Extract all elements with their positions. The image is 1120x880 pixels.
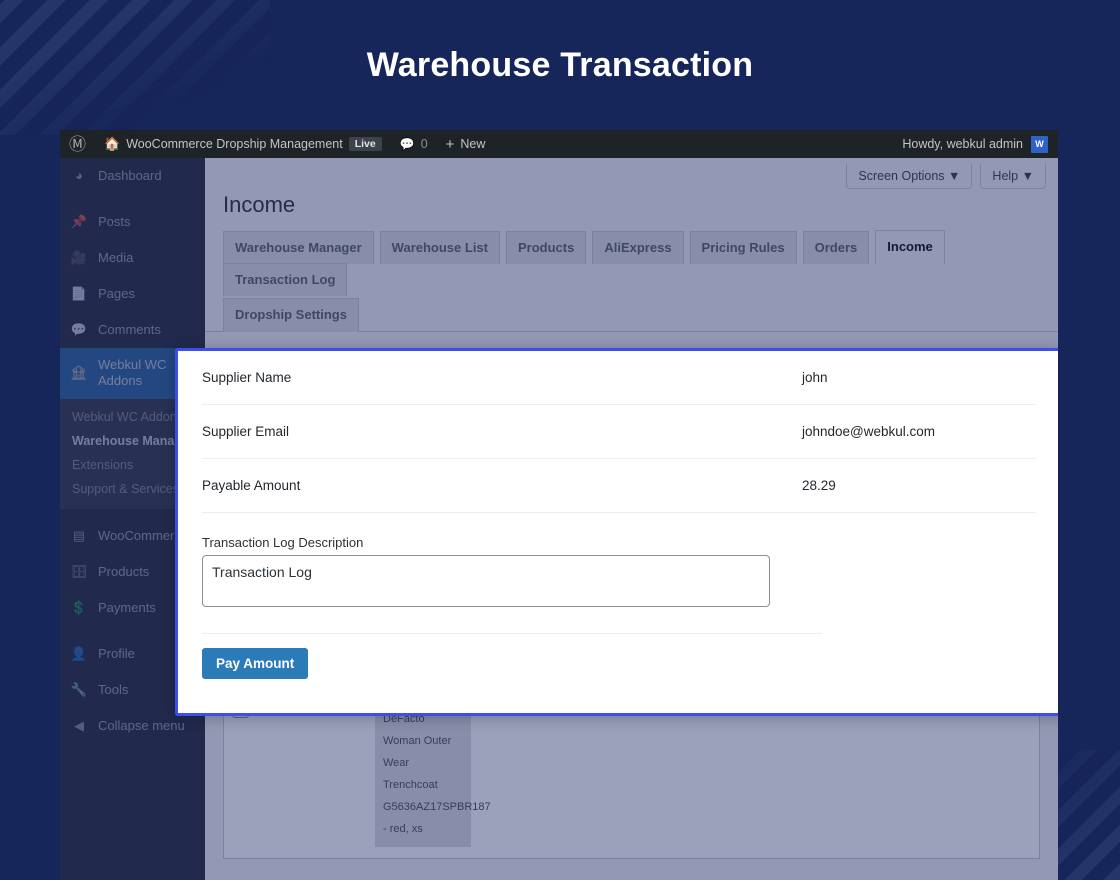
- sidebar-item-label: Profile: [98, 646, 135, 662]
- site-name-label: WooCommerce Dropship Management: [126, 137, 343, 151]
- tab-orders[interactable]: Orders: [802, 231, 870, 265]
- transaction-log-field-group: Transaction Log Description: [202, 513, 1036, 612]
- sidebar-item-comments[interactable]: 💬 Comments: [60, 312, 205, 348]
- sidebar-item-label: Products: [98, 564, 150, 580]
- account-area[interactable]: Howdy, webkul admin W: [902, 135, 1058, 153]
- pin-icon: 📌: [70, 213, 88, 229]
- media-icon: 🎥: [70, 249, 88, 265]
- tab-income[interactable]: Income: [875, 230, 945, 265]
- sidebar-item-label: Comments: [98, 321, 161, 337]
- new-content-button[interactable]: + New: [437, 130, 495, 158]
- payable-amount-value: 28.29: [802, 478, 836, 493]
- new-label: New: [460, 137, 486, 151]
- tab-products[interactable]: Products: [506, 231, 587, 265]
- modal-row-payable-amount: Payable Amount 28.29: [202, 459, 1036, 513]
- supplier-email-label: Supplier Email: [202, 424, 290, 439]
- sidebar-item-label: Dashboard: [98, 167, 162, 183]
- transaction-modal: Supplier Name john Supplier Email johndo…: [175, 348, 1058, 716]
- plus-icon: +: [445, 135, 455, 153]
- screen-options-label: Screen Options: [858, 169, 945, 183]
- sidebar-item-label: Tools: [98, 682, 129, 698]
- comment-icon: 💬: [70, 321, 88, 337]
- chevron-down-icon: ▼: [1021, 169, 1034, 183]
- wp-admin-bar: Ⓜ 🏠 WooCommerce Dropship Management Live…: [60, 130, 1058, 158]
- webkul-icon: 🏦: [70, 365, 88, 381]
- screen-meta-links: Screen Options ▼ Help ▼: [205, 158, 1058, 189]
- pages-icon: 📄: [70, 285, 88, 301]
- live-badge: Live: [348, 137, 382, 151]
- site-name-button[interactable]: 🏠 WooCommerce Dropship Management Live: [95, 130, 391, 158]
- modal-footer: Pay Amount: [202, 633, 822, 679]
- user-icon: 👤: [70, 646, 88, 662]
- home-icon: 🏠: [104, 136, 121, 151]
- sidebar-subitem-support-services[interactable]: Support & Services: [72, 481, 179, 496]
- sidebar-item-products[interactable]: 🗄 Products: [60, 555, 205, 591]
- tab-pricing-rules[interactable]: Pricing Rules: [689, 231, 797, 265]
- modal-row-supplier-email: Supplier Email johndoe@webkul.com: [202, 405, 1036, 459]
- sidebar-item-label: Webkul WC Addons: [98, 357, 167, 389]
- supplier-email-value: johndoe@webkul.com: [802, 424, 936, 439]
- sidebar-subitem-extensions[interactable]: Extensions: [72, 457, 134, 472]
- sidebar-item-label: Collapse menu: [98, 718, 185, 734]
- sidebar-subitem-warehouse-manager[interactable]: Warehouse Manag: [72, 433, 182, 448]
- screenshot-frame: Ⓜ 🏠 WooCommerce Dropship Management Live…: [60, 130, 1058, 880]
- wrench-icon: 🔧: [70, 682, 88, 698]
- cell-product-name: DeFacto Woman Outer Wear Trenchcoat G563…: [367, 689, 491, 858]
- banner: Warehouse Transaction: [0, 0, 1120, 130]
- chevron-down-icon: ▼: [948, 169, 961, 183]
- payable-amount-label: Payable Amount: [202, 478, 301, 493]
- sidebar-item-label: Payments: [98, 600, 156, 616]
- help-button[interactable]: Help ▼: [980, 164, 1046, 189]
- sidebar-item-payments[interactable]: 💲 Payments: [60, 591, 205, 627]
- sidebar-item-collapse-menu[interactable]: ◀ Collapse menu: [60, 709, 205, 745]
- supplier-name-label: Supplier Name: [202, 370, 292, 385]
- tab-warehouse-manager[interactable]: Warehouse Manager: [223, 231, 374, 265]
- tab-bar-row2: Dropship Settings: [223, 295, 1040, 332]
- sidebar-subitem-webkul-wc-addons[interactable]: Webkul WC Addons: [72, 409, 183, 424]
- sidebar-item-dashboard[interactable]: ◕ Dashboard: [60, 158, 205, 194]
- sidebar-divider: [60, 194, 205, 204]
- sidebar-item-profile[interactable]: 👤 Profile: [60, 637, 205, 673]
- products-icon: 🗄: [70, 564, 88, 580]
- tab-warehouse-list[interactable]: Warehouse List: [379, 231, 500, 265]
- page-title-banner: Warehouse Transaction: [366, 45, 754, 84]
- payments-icon: 💲: [70, 600, 88, 616]
- greeting-label: Howdy, webkul admin: [902, 137, 1023, 151]
- pay-amount-button[interactable]: Pay Amount: [202, 648, 309, 679]
- screen-options-button[interactable]: Screen Options ▼: [846, 164, 973, 189]
- sidebar-item-label: Posts: [98, 213, 131, 229]
- comment-icon: 💬: [399, 137, 415, 151]
- supplier-name-value: john: [802, 370, 828, 385]
- tab-aliexpress[interactable]: AliExpress: [592, 231, 684, 265]
- woo-icon: ▤: [72, 528, 86, 544]
- sidebar-item-label: Pages: [98, 285, 135, 301]
- help-label: Help: [992, 169, 1019, 183]
- product-name-text: DeFacto Woman Outer Wear Trenchcoat G563…: [375, 700, 491, 847]
- transaction-log-textarea[interactable]: [202, 555, 770, 607]
- comments-button[interactable]: 💬 0: [391, 130, 437, 158]
- sidebar-item-label: WooCommerce: [98, 528, 189, 544]
- modal-row-supplier-name: Supplier Name john: [202, 351, 1036, 405]
- sidebar-item-label: Media: [98, 249, 134, 265]
- modal-body: Supplier Name john Supplier Email johndo…: [178, 351, 1058, 713]
- tab-bar: Warehouse Manager Warehouse List Product…: [205, 230, 1058, 332]
- tab-dropship-settings[interactable]: Dropship Settings: [223, 298, 359, 332]
- tab-transaction-log[interactable]: Transaction Log: [223, 263, 348, 297]
- collapse-icon: ◀: [74, 718, 84, 734]
- sidebar-item-woocommerce[interactable]: ▤ WooCommerce: [60, 519, 205, 555]
- wordpress-icon: Ⓜ: [69, 134, 86, 154]
- comments-count: 0: [420, 137, 428, 151]
- sidebar-item-posts[interactable]: 📌 Posts: [60, 204, 205, 240]
- avatar: W: [1031, 135, 1048, 153]
- sidebar-item-tools[interactable]: 🔧 Tools: [60, 673, 205, 709]
- sidebar-item-media[interactable]: 🎥 Media: [60, 240, 205, 276]
- dashboard-icon: ◕: [75, 167, 83, 183]
- transaction-log-label: Transaction Log Description: [202, 535, 364, 550]
- wp-logo-button[interactable]: Ⓜ: [60, 130, 95, 158]
- sidebar-item-pages[interactable]: 📄 Pages: [60, 276, 205, 312]
- page-heading: Income: [223, 192, 296, 217]
